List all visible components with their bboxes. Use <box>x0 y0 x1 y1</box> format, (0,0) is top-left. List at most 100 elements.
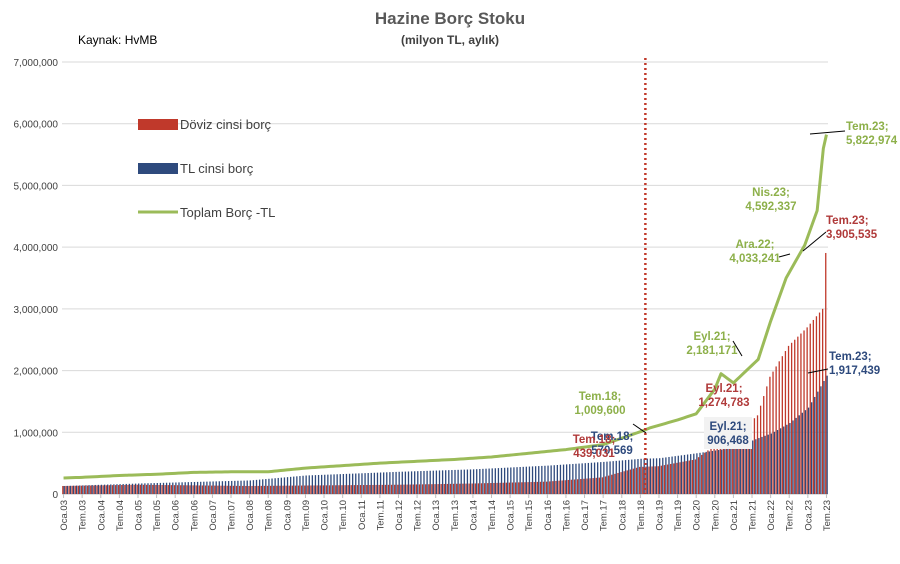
fx-bar <box>102 485 104 494</box>
tl-bar <box>302 475 304 494</box>
tl-bar <box>271 478 273 494</box>
tl-bar <box>162 482 165 494</box>
fx-bar <box>180 485 182 494</box>
fx-bar <box>542 481 545 494</box>
tl-bar <box>193 481 196 494</box>
tl-bar <box>386 472 388 494</box>
tl-bar <box>528 466 531 494</box>
tl-bar <box>659 458 661 494</box>
tl-bar <box>420 471 422 494</box>
tl-bar <box>590 462 593 494</box>
fx-bar <box>133 484 135 494</box>
fx-bar <box>766 386 768 494</box>
fx-bar <box>412 484 414 494</box>
total-line <box>63 134 828 480</box>
tl-bar <box>268 478 270 494</box>
annotation-value: 570,569 <box>591 445 633 457</box>
tl-bar <box>463 469 465 494</box>
tl-bar <box>525 466 527 494</box>
tl-bar <box>494 468 496 494</box>
x-tick-label: Tem.08 <box>264 500 275 531</box>
x-tick-label: Oca.03 <box>59 500 70 531</box>
fx-bar <box>108 485 111 494</box>
annotation-name: Tem.23; <box>846 121 889 133</box>
chart-title: Hazine Borç Stoku <box>375 9 525 28</box>
y-tick-label: 6,000,000 <box>14 120 59 131</box>
tl-bar <box>680 455 683 494</box>
tl-bar <box>559 464 562 494</box>
fx-bar <box>555 480 557 494</box>
y-tick-label: 0 <box>52 490 58 501</box>
tl-bar <box>289 476 292 494</box>
fx-bar <box>825 252 827 494</box>
fx-bar <box>794 339 796 494</box>
tl-bar <box>640 458 642 494</box>
fx-bar <box>127 484 129 494</box>
tl-bar <box>544 465 546 494</box>
fx-bar <box>155 484 157 494</box>
fx-bar <box>279 485 281 494</box>
annotation-name: Eyl.21; <box>709 421 746 433</box>
fx-bar <box>105 485 107 494</box>
fx-bar <box>139 484 142 494</box>
fx-bar <box>428 484 430 494</box>
x-tick-label: Tem.04 <box>115 500 126 531</box>
tl-bar <box>97 484 100 494</box>
fx-bar <box>220 485 222 494</box>
tl-bar <box>125 483 127 494</box>
tl-bar <box>131 483 134 494</box>
fx-bar <box>465 483 467 494</box>
tl-bar <box>72 485 75 494</box>
fx-bar <box>167 485 169 494</box>
tl-bar <box>311 475 314 494</box>
tl-bar <box>76 485 78 494</box>
fx-bar <box>570 479 573 494</box>
fx-bar <box>651 466 653 494</box>
x-tick-label: Oca.18 <box>617 500 628 531</box>
fx-bar <box>356 485 359 494</box>
fx-bar <box>254 485 256 494</box>
tl-bar <box>277 477 279 494</box>
tl-bar <box>169 482 171 494</box>
tl-bar <box>671 456 673 494</box>
tl-bar <box>212 481 214 494</box>
fx-bar <box>421 484 424 494</box>
fx-bar <box>158 484 160 494</box>
tl-bar <box>587 462 590 494</box>
fx-bar <box>248 485 250 494</box>
fx-bar <box>353 485 356 494</box>
fx-bar <box>96 485 98 494</box>
tl-bar <box>103 484 106 494</box>
fx-bar <box>226 485 228 494</box>
fx-bar <box>111 485 114 494</box>
tl-bar <box>144 483 146 494</box>
tl-bar <box>578 463 580 494</box>
fx-bar <box>539 481 542 494</box>
tl-bar <box>209 481 211 494</box>
fx-bar <box>660 465 663 494</box>
fx-bar <box>567 479 569 494</box>
fx-bar <box>552 481 554 494</box>
fx-bar <box>257 485 259 494</box>
tl-bar <box>674 456 676 494</box>
fx-bar <box>214 485 216 494</box>
fx-bar <box>437 484 439 494</box>
y-tick-label: 4,000,000 <box>14 243 59 254</box>
tl-bar <box>783 426 785 494</box>
tl-bar <box>395 471 397 494</box>
annotation-value: 4,592,337 <box>745 201 796 213</box>
fx-bar <box>192 485 194 494</box>
tl-bar <box>184 482 186 494</box>
tl-bar <box>810 402 813 494</box>
fx-bar <box>431 484 433 494</box>
fx-bar <box>397 484 399 494</box>
fx-bar <box>375 484 377 494</box>
fx-bar <box>80 485 83 494</box>
x-tick-label: Tem.07 <box>227 500 238 531</box>
tl-bar <box>711 450 714 494</box>
tl-bar <box>324 474 326 494</box>
x-tick-label: Oca.06 <box>171 500 182 531</box>
tl-bar <box>665 457 667 494</box>
tl-bar <box>652 458 655 494</box>
fx-bar <box>406 484 408 494</box>
